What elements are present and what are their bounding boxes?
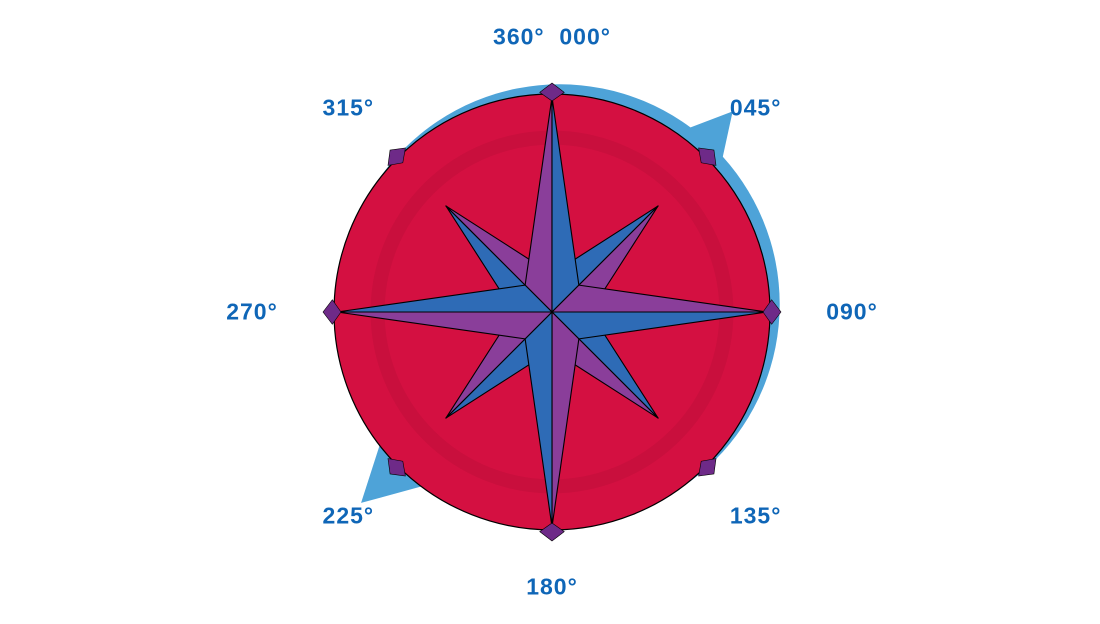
degree-label-45: 045° (730, 95, 782, 122)
degree-label-90: 090° (826, 299, 878, 326)
tip-marker-315 (388, 148, 405, 165)
degree-label-270: 270° (226, 299, 278, 326)
compass-rose-diagram: 360° 000° 045° 090° 135° 180° 225° 270° 315° (0, 0, 1100, 624)
degree-label-225: 225° (323, 502, 375, 529)
tip-marker-135 (699, 459, 716, 476)
tip-marker-45 (699, 148, 716, 165)
degree-label-315: 315° (323, 95, 375, 122)
compass-svg (0, 0, 1100, 624)
tip-marker-225 (388, 459, 405, 476)
degree-label-180: 180° (526, 574, 578, 601)
degree-label-0: 360° 000° (493, 24, 611, 51)
degree-label-135: 135° (730, 502, 782, 529)
